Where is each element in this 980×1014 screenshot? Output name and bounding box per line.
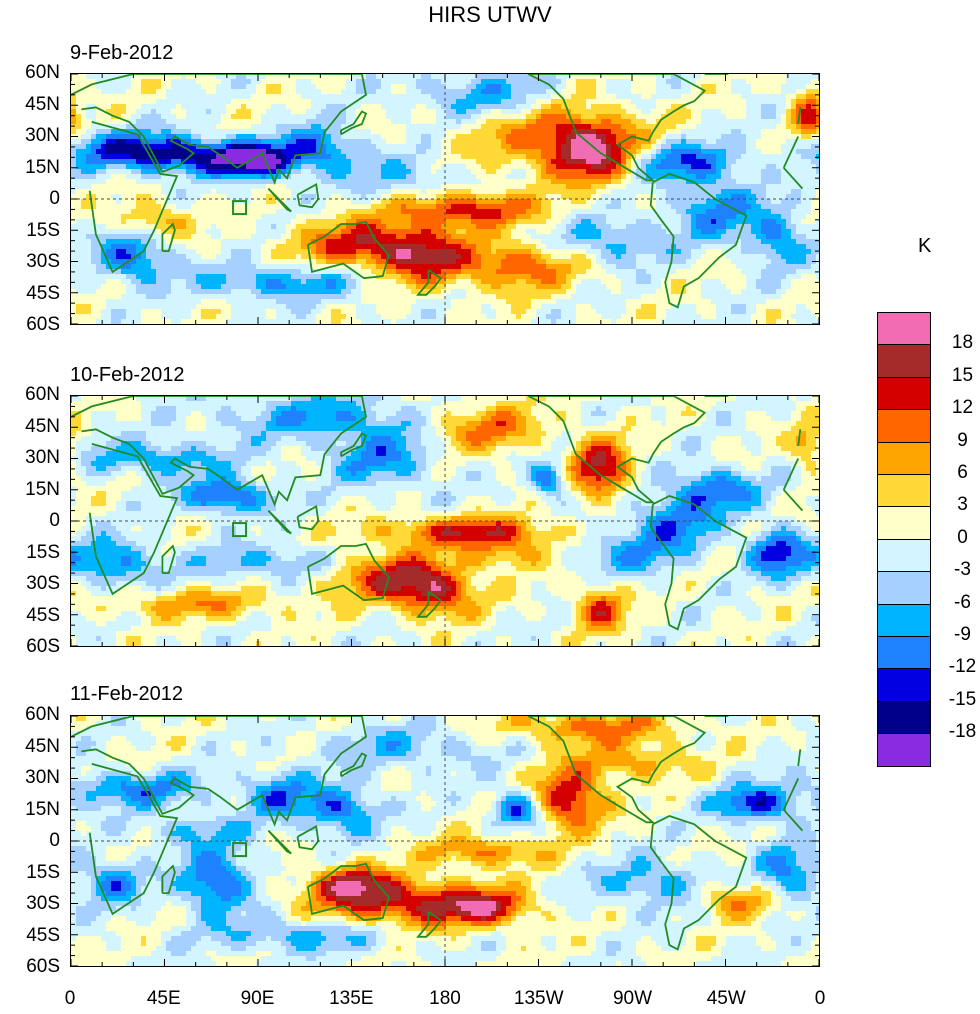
- colorbar-swatch: [877, 603, 931, 637]
- map-area: [70, 715, 820, 967]
- longitude-label: 90E: [218, 988, 298, 1010]
- colorbar-tick-label: 9: [945, 430, 980, 451]
- panel-date-label: 11-Feb-2012: [70, 683, 183, 705]
- colorbar-tick-label: -12: [945, 657, 980, 677]
- latitude-label: 45S: [0, 605, 60, 626]
- latitude-label: 45N: [0, 94, 60, 115]
- panel-date-label: 9-Feb-2012: [70, 42, 173, 64]
- longitude-label: 135E: [311, 988, 391, 1010]
- longitude-label: 90W: [593, 988, 673, 1010]
- longitude-label: 180: [405, 988, 485, 1010]
- latitude-label: 45S: [0, 283, 60, 304]
- latitude-label: 60S: [0, 637, 60, 657]
- colorbar-swatch: [877, 668, 931, 702]
- colorbar-tick-label: 12: [945, 398, 980, 418]
- latitude-label: 15S: [0, 542, 60, 563]
- latitude-label: 15N: [0, 799, 60, 820]
- colorbar-tick-label: -18: [945, 722, 980, 742]
- latitude-label: 60N: [0, 705, 60, 725]
- latitude-label: 45N: [0, 416, 60, 437]
- latitude-label: 30N: [0, 768, 60, 788]
- longitude-label: 0: [780, 988, 860, 1010]
- colorbar-tick-label: -6: [945, 592, 980, 613]
- colorbar-swatch: [877, 409, 931, 443]
- colorbar-tick-label: -3: [945, 560, 980, 580]
- latitude-label: 15S: [0, 862, 60, 883]
- latitude-label: 30N: [0, 126, 60, 146]
- colorbar-swatch: [877, 700, 931, 735]
- latitude-label: 60S: [0, 315, 60, 335]
- contour-map: [71, 74, 819, 324]
- colorbar-tick-label: 18: [945, 333, 980, 353]
- latitude-label: 45S: [0, 925, 60, 946]
- latitude-label: 15N: [0, 479, 60, 500]
- colorbar-swatch: [877, 376, 931, 411]
- contour-map: [71, 396, 819, 646]
- coastlines: [71, 716, 804, 951]
- coastlines: [71, 74, 804, 309]
- latitude-label: 60S: [0, 957, 60, 977]
- longitude-label: 0: [30, 988, 110, 1010]
- figure-title: HIRS UTWV: [0, 0, 980, 30]
- colorbar-swatch: [877, 571, 931, 605]
- longitude-label: 45W: [686, 988, 766, 1010]
- colorbar-tick-label: 15: [945, 365, 980, 386]
- colorbar-tick-label: -9: [945, 625, 980, 645]
- longitude-label: 45E: [124, 988, 204, 1010]
- map-area: [70, 395, 820, 647]
- colorbar-tick-label: -15: [945, 689, 980, 710]
- colorbar-tick-label: 0: [945, 527, 980, 548]
- latitude-label: 0: [0, 831, 60, 851]
- colorbar-swatch: [877, 474, 931, 508]
- anomaly-field: [71, 716, 819, 966]
- anomaly-field: [71, 74, 819, 324]
- latitude-label: 30S: [0, 894, 60, 914]
- panel-date-label: 10-Feb-2012: [70, 364, 185, 386]
- colorbar-tick-label: 3: [945, 495, 980, 515]
- latitude-label: 30S: [0, 252, 60, 272]
- latitude-label: 60N: [0, 63, 60, 83]
- latitude-label: 0: [0, 189, 60, 209]
- latitude-label: 60N: [0, 385, 60, 405]
- colorbar-swatch: [877, 312, 931, 346]
- contour-map: [71, 716, 819, 966]
- latitude-label: 30N: [0, 448, 60, 468]
- map-area: [70, 73, 820, 325]
- latitude-label: 15N: [0, 157, 60, 178]
- colorbar-swatch: [877, 733, 931, 767]
- colorbar-swatch: [877, 636, 931, 670]
- latitude-label: 15S: [0, 220, 60, 241]
- colorbar-swatch: [877, 344, 931, 378]
- colorbar-unit: K: [918, 235, 931, 258]
- colorbar-swatch: [877, 538, 931, 573]
- colorbar-tick-label: 6: [945, 463, 980, 483]
- colorbar-swatch: [877, 506, 931, 540]
- colorbar-swatch: [877, 441, 931, 475]
- latitude-label: 30S: [0, 574, 60, 594]
- latitude-label: 45N: [0, 736, 60, 757]
- longitude-label: 135W: [499, 988, 579, 1010]
- latitude-label: 0: [0, 511, 60, 531]
- coastlines: [71, 396, 804, 631]
